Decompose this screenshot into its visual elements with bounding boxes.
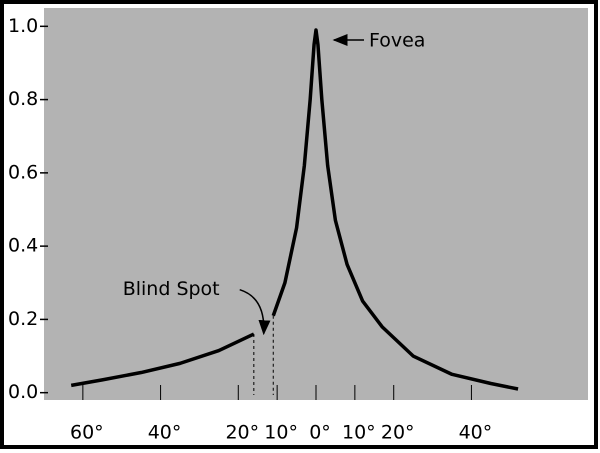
y-tick-label: 0.4	[8, 235, 38, 257]
x-tick-label: 60°	[70, 422, 104, 444]
x-tick-label: 0°	[309, 422, 331, 444]
annotation: Fovea	[369, 29, 425, 51]
y-tick-label: 0.2	[8, 308, 38, 330]
x-tick-label: 20°	[381, 422, 415, 444]
x-tick-label: 40°	[459, 422, 493, 444]
x-tick-label: 10°	[264, 422, 298, 444]
y-tick-label: 0.6	[8, 161, 38, 183]
y-tick-label: 0.8	[8, 88, 38, 110]
blind-spot-arrow	[239, 289, 271, 336]
plot-area	[44, 8, 588, 400]
y-tick-label: 0.0	[8, 381, 38, 403]
line	[70, 28, 519, 391]
x-tick-label: 10°	[342, 422, 376, 444]
x-tick-label: 40°	[148, 422, 182, 444]
annotation: Blind Spot	[123, 278, 220, 300]
x-tick-label: 20°	[225, 422, 259, 444]
y-tick-label: 1.0	[8, 15, 38, 37]
